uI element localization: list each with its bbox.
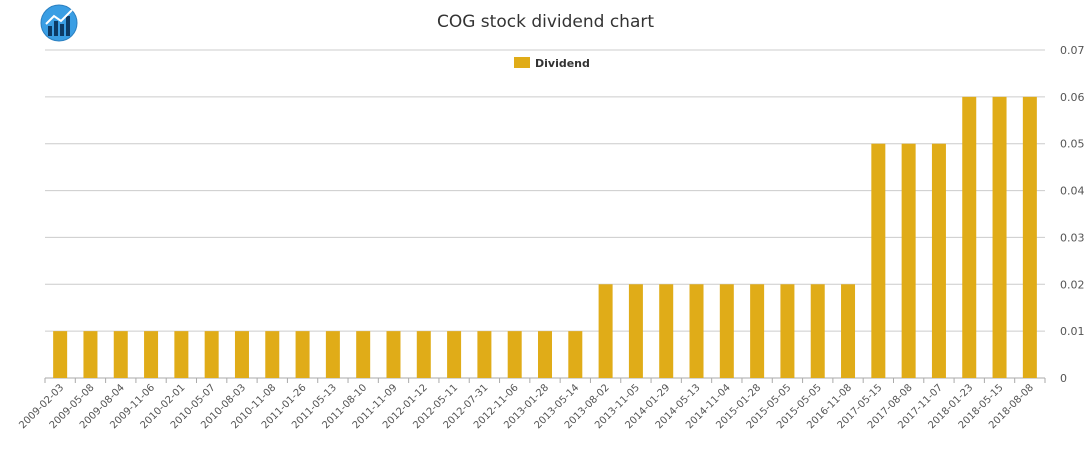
bar: [780, 284, 795, 378]
bar: [356, 331, 371, 378]
bar: [901, 143, 916, 378]
bar: [568, 331, 583, 378]
y-tick-label: 0.03: [1060, 231, 1085, 244]
y-tick-label: 0.04: [1060, 185, 1085, 198]
bar: [931, 143, 946, 378]
y-tick-label: 0.01: [1060, 325, 1085, 338]
bar: [841, 284, 856, 378]
bar: [689, 284, 704, 378]
bar: [386, 331, 401, 378]
bar: [507, 331, 522, 378]
y-tick-label: 0: [1060, 372, 1067, 385]
legend-label: Dividend: [535, 57, 590, 70]
bar: [295, 331, 310, 378]
bar: [810, 284, 825, 378]
bar: [992, 96, 1007, 378]
bar: [1022, 96, 1037, 378]
bar: [659, 284, 674, 378]
bar: [477, 331, 492, 378]
bar: [750, 284, 765, 378]
y-tick-label: 0.06: [1060, 91, 1085, 104]
y-tick-label: 0.05: [1060, 138, 1085, 151]
bar: [628, 284, 643, 378]
bar: [538, 331, 552, 378]
bar: [113, 331, 128, 378]
bar: [325, 331, 340, 378]
bar: [719, 284, 734, 378]
chart-title: COG stock dividend chart: [436, 12, 655, 32]
bar: [447, 331, 462, 378]
y-tick-label: 0.07: [1060, 44, 1085, 57]
legend-swatch: [514, 57, 530, 68]
bar: [962, 96, 977, 378]
bar: [144, 331, 159, 378]
bar: [416, 331, 431, 378]
bar: [53, 331, 68, 378]
bar: [174, 331, 189, 378]
chart-logo-icon: [40, 4, 78, 42]
bar: [871, 143, 886, 378]
y-tick-label: 0.02: [1060, 278, 1085, 291]
bar: [265, 331, 280, 378]
bar: [234, 331, 249, 378]
bar: [598, 284, 613, 378]
bar: [204, 331, 219, 378]
bar: [83, 331, 98, 378]
